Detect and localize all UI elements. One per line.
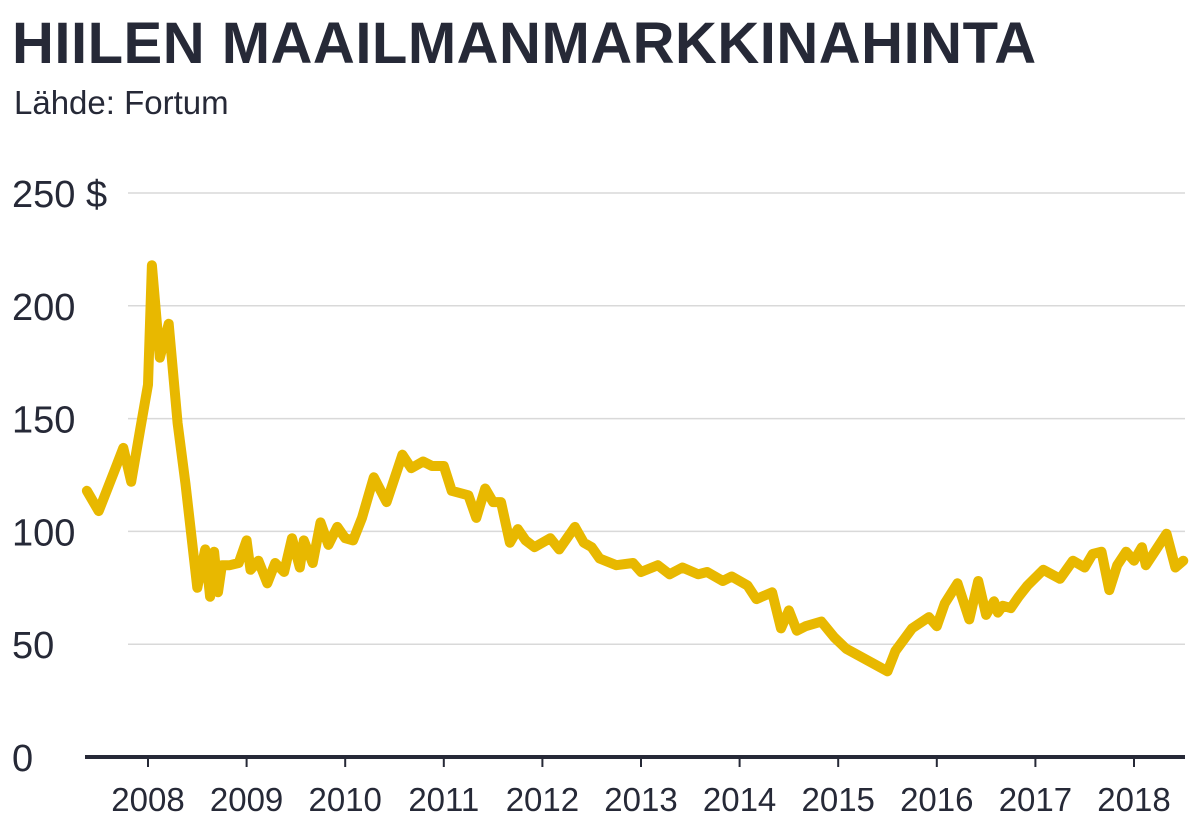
x-axis bbox=[85, 755, 1185, 767]
x-tick-label: 2015 bbox=[801, 781, 874, 818]
y-tick-label: 250 $ bbox=[12, 174, 107, 216]
x-tick-label: 2010 bbox=[308, 781, 381, 818]
x-tick-label: 2016 bbox=[900, 781, 973, 818]
x-tick-label: 2017 bbox=[999, 781, 1072, 818]
x-tick-label: 2014 bbox=[703, 781, 776, 818]
series-line-0 bbox=[81, 260, 1189, 677]
x-tick-label: 2018 bbox=[1097, 781, 1170, 818]
y-tick-label: 150 bbox=[12, 400, 75, 442]
x-tick-label: 2008 bbox=[111, 781, 184, 818]
x-tick-label: 2012 bbox=[506, 781, 579, 818]
chart-title: HIILEN MAAILMANMARKKINAHINTA bbox=[12, 11, 1037, 76]
chart-subtitle: Lähde: Fortum bbox=[14, 84, 229, 121]
x-tick-labels: 2008 2009 2010 2011 2012 2013 2014 2015 2016 2017… bbox=[111, 781, 1170, 818]
y-tick-label: 100 bbox=[12, 512, 75, 554]
y-tick-labels: 0 50 100 150 200 250 $ bbox=[12, 174, 107, 780]
y-tick-label: 0 bbox=[12, 738, 33, 780]
series-layer bbox=[81, 260, 1189, 677]
y-tick-label: 50 bbox=[12, 625, 54, 667]
x-tick-label: 2009 bbox=[210, 781, 283, 818]
grid-lines bbox=[128, 192, 1185, 645]
y-tick-label: 200 bbox=[12, 287, 75, 329]
x-tick-label: 2013 bbox=[604, 781, 677, 818]
x-tick-label: 2011 bbox=[408, 781, 479, 818]
